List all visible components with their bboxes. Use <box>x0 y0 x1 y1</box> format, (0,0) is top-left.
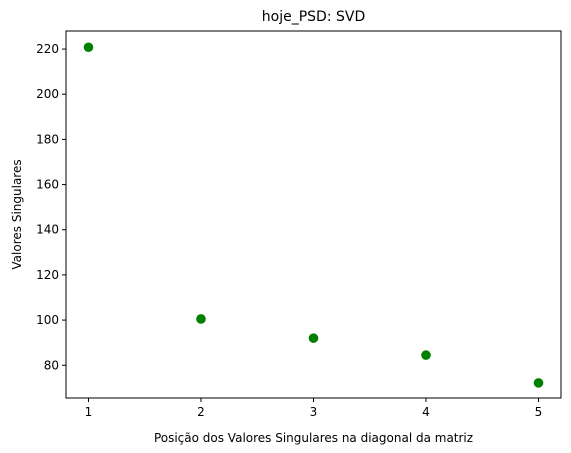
x-tick-label: 5 <box>535 405 543 419</box>
y-axis-label: Valores Singulares <box>10 159 24 269</box>
chart-title: hoje_PSD: SVD <box>262 9 365 25</box>
x-tick-label: 2 <box>197 405 205 419</box>
y-tick-label: 80 <box>44 358 59 372</box>
x-tick-label: 1 <box>85 405 93 419</box>
data-point <box>533 378 544 388</box>
x-tick-label: 4 <box>422 405 430 419</box>
data-point <box>196 314 206 324</box>
y-tick-label: 180 <box>36 132 59 146</box>
y-tick-label: 100 <box>36 313 59 327</box>
data-points <box>83 42 544 388</box>
data-point <box>83 42 94 53</box>
y-tick-label: 220 <box>36 42 59 56</box>
x-axis-label: Posição dos Valores Singulares na diagon… <box>154 431 473 445</box>
y-tick-label: 120 <box>36 268 59 282</box>
y-tick-label: 160 <box>36 178 59 192</box>
data-point <box>421 350 431 360</box>
x-axis: 1 2 3 4 5 <box>85 398 543 419</box>
x-tick-label: 3 <box>310 405 318 419</box>
y-tick-label: 140 <box>36 223 59 237</box>
data-point <box>308 333 319 343</box>
y-axis: 80 100 120 140 160 180 200 220 <box>36 42 66 372</box>
y-tick-label: 200 <box>36 87 59 101</box>
